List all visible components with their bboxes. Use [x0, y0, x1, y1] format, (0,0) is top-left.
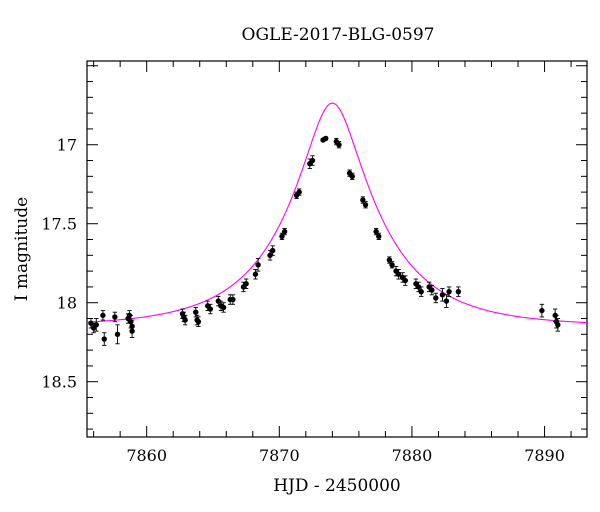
x-tick-label: 7870: [259, 446, 300, 465]
point-marker: [230, 296, 236, 303]
data-point: [215, 295, 221, 307]
point-marker: [220, 304, 227, 311]
data-point: [349, 172, 355, 180]
data-point: [443, 294, 450, 308]
point-marker: [255, 262, 261, 268]
point-marker: [376, 233, 382, 240]
data-point: [395, 269, 402, 280]
axis-tick-labels: 7860 7870 7880 7890 17 17.5 18 18.5: [41, 136, 565, 465]
data-point: [252, 269, 259, 280]
data-point: [129, 324, 135, 338]
point-marker: [395, 271, 402, 277]
data-point: [389, 261, 395, 269]
data-point: [182, 314, 188, 326]
data-point: [429, 284, 435, 296]
data-point: [418, 286, 424, 297]
point-marker: [309, 157, 316, 164]
point-marker: [281, 228, 288, 235]
point-marker: [555, 322, 561, 328]
point-marker: [207, 306, 214, 312]
data-point: [269, 245, 276, 256]
point-marker: [446, 288, 452, 295]
data-point: [207, 303, 214, 315]
point-marker: [336, 142, 342, 148]
point-marker: [114, 331, 121, 338]
point-marker: [418, 288, 424, 295]
chart-title: OGLE-2017-BLG-0597: [242, 25, 435, 45]
data-point: [100, 310, 106, 321]
x-axis-label: HJD - 2450000: [273, 476, 401, 496]
data-point: [376, 232, 382, 240]
data-point: [255, 258, 261, 272]
data-point: [112, 311, 118, 323]
point-marker: [415, 284, 422, 290]
data-point: [433, 292, 439, 304]
data-point: [402, 275, 409, 286]
data-points: [88, 135, 561, 346]
data-point: [309, 155, 316, 166]
y-tick-label: 18: [57, 294, 77, 313]
point-marker: [88, 320, 94, 326]
point-marker: [243, 281, 249, 287]
point-marker: [252, 271, 259, 277]
point-marker: [455, 288, 462, 295]
x-tick-label: 7880: [392, 446, 433, 465]
point-marker: [100, 312, 106, 319]
data-point: [114, 324, 121, 345]
data-point: [296, 188, 302, 196]
y-tick-label: 17: [57, 136, 77, 155]
point-marker: [101, 336, 107, 342]
data-point: [93, 318, 99, 332]
plot-frame: [86, 60, 588, 438]
data-point: [336, 141, 342, 149]
y-axis-label: I magnitude: [12, 197, 32, 301]
point-marker: [433, 295, 439, 301]
data-point: [220, 302, 227, 313]
model-curve: [87, 102, 587, 324]
data-point: [455, 286, 462, 297]
point-marker: [439, 292, 446, 298]
point-marker: [362, 202, 369, 208]
point-marker: [296, 189, 302, 195]
data-point: [281, 228, 288, 236]
data-point: [195, 316, 202, 327]
point-marker: [443, 298, 450, 304]
point-marker: [389, 262, 395, 268]
data-point: [267, 250, 273, 261]
point-marker: [539, 307, 545, 314]
point-marker: [269, 247, 276, 254]
point-marker: [182, 317, 188, 323]
data-point: [555, 318, 561, 332]
data-point: [539, 303, 545, 318]
axis-ticks: [87, 61, 587, 437]
point-marker: [93, 322, 99, 328]
point-marker: [267, 252, 273, 259]
data-point: [101, 332, 107, 346]
data-point: [230, 294, 236, 305]
point-marker: [402, 277, 409, 284]
point-marker: [193, 309, 199, 315]
point-marker: [129, 328, 135, 334]
data-point: [243, 278, 249, 289]
data-point: [323, 135, 329, 142]
y-tick-label: 17.5: [41, 215, 77, 234]
point-marker: [112, 314, 118, 320]
point-marker: [195, 318, 202, 325]
point-marker: [323, 135, 329, 142]
point-marker: [349, 173, 355, 180]
data-point: [362, 201, 369, 209]
x-tick-label: 7860: [126, 446, 167, 465]
y-tick-label: 18.5: [41, 373, 77, 392]
point-marker: [429, 287, 435, 293]
point-marker: [215, 298, 221, 304]
data-point: [446, 286, 452, 297]
x-tick-label: 7890: [524, 446, 565, 465]
